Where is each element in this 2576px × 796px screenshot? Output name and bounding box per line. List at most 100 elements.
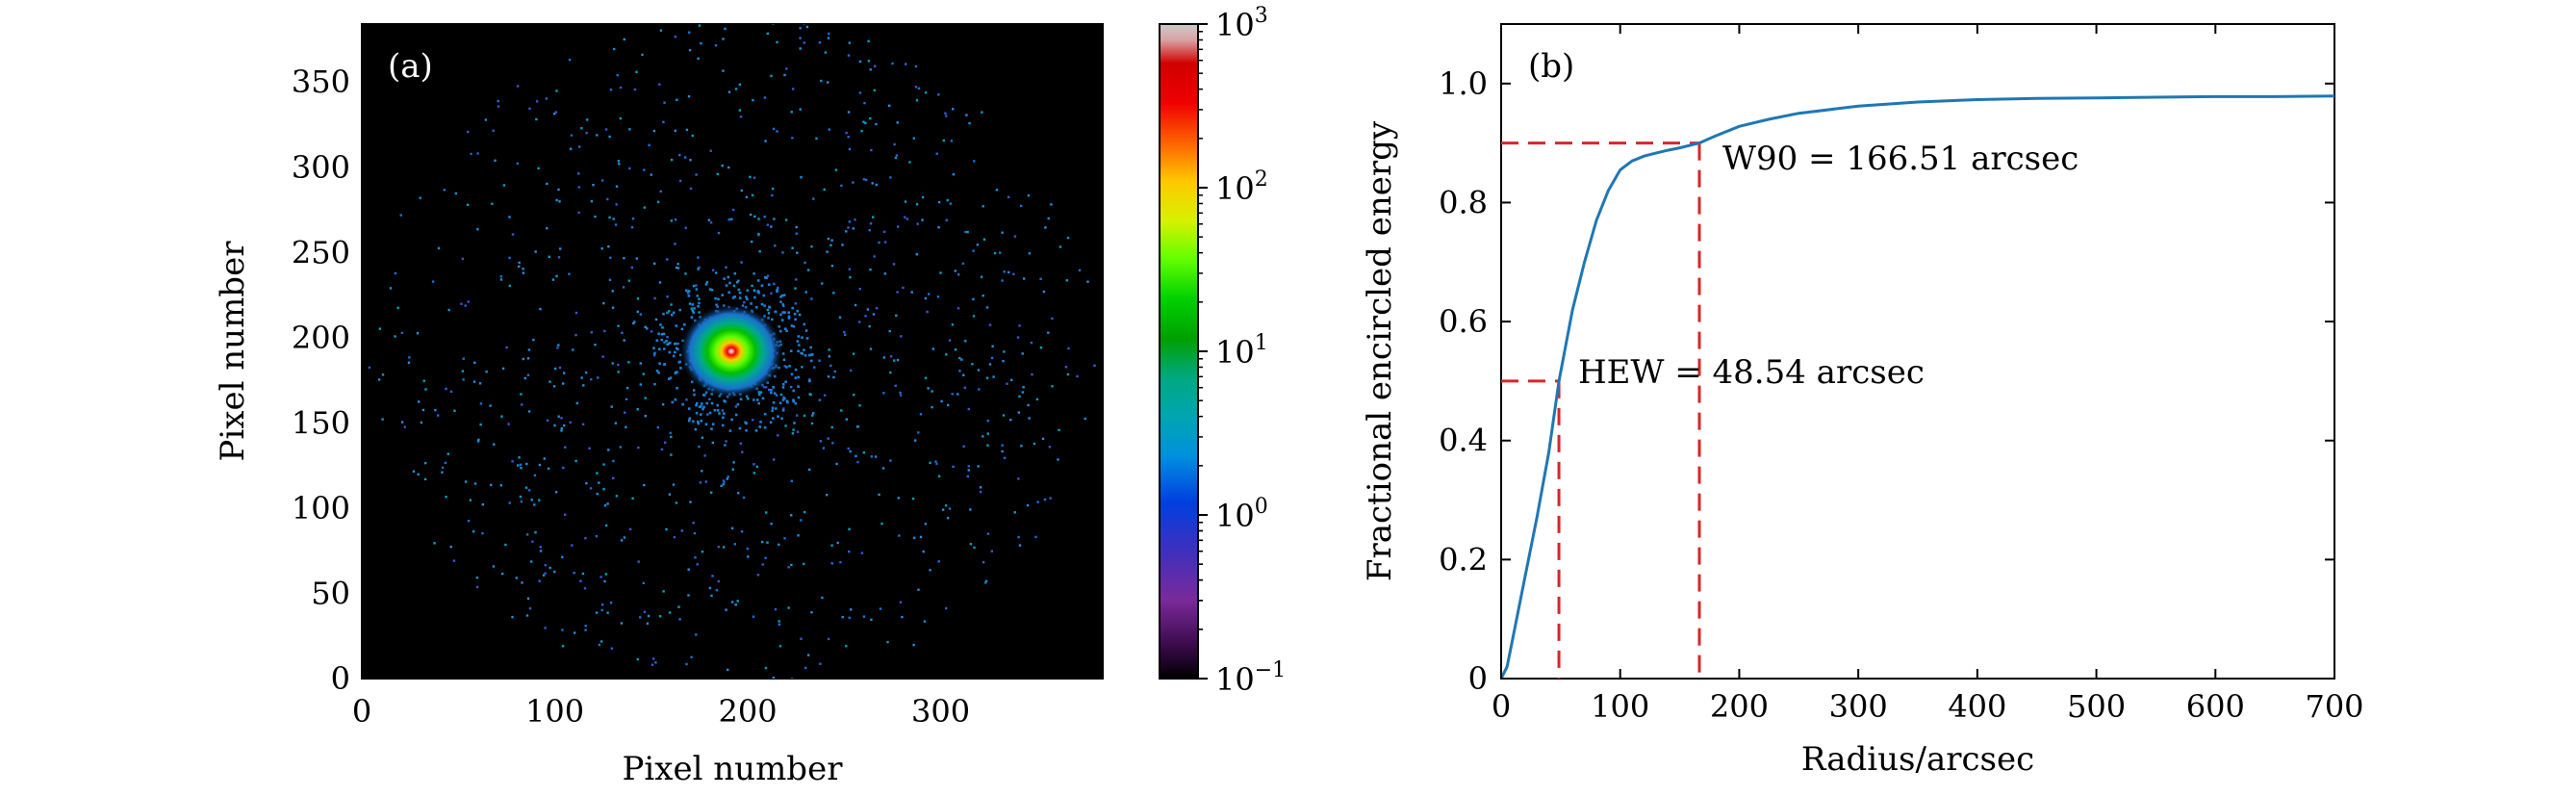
noise-pixel bbox=[986, 432, 989, 435]
noise-pixel bbox=[724, 444, 727, 447]
noise-pixel bbox=[499, 275, 502, 278]
noise-pixel bbox=[845, 230, 848, 233]
noise-pixel bbox=[548, 380, 551, 383]
noise-pixel bbox=[701, 436, 704, 439]
noise-pixel bbox=[476, 152, 479, 155]
noise-pixel bbox=[776, 40, 778, 43]
noise-pixel bbox=[801, 366, 803, 369]
noise-pixel bbox=[535, 117, 538, 121]
noise-pixel bbox=[738, 296, 742, 299]
noise-pixel bbox=[644, 415, 647, 418]
noise-pixel bbox=[945, 606, 948, 610]
noise-pixel bbox=[736, 281, 739, 284]
noise-pixel bbox=[828, 355, 830, 358]
noise-pixel bbox=[615, 495, 619, 498]
noise-pixel bbox=[944, 112, 947, 115]
noise-pixel bbox=[554, 491, 558, 494]
noise-pixel bbox=[522, 357, 524, 361]
noise-pixel bbox=[657, 371, 660, 374]
noise-pixel bbox=[751, 193, 754, 197]
noise-pixel bbox=[865, 178, 868, 182]
noise-pixel bbox=[804, 329, 808, 332]
noise-pixel bbox=[791, 88, 795, 90]
noise-pixel bbox=[548, 255, 550, 258]
noise-pixel bbox=[844, 333, 847, 336]
noise-pixel bbox=[445, 496, 447, 499]
noise-pixel bbox=[781, 311, 785, 314]
noise-pixel bbox=[762, 294, 766, 297]
noise-pixel bbox=[758, 393, 761, 397]
noise-pixel bbox=[896, 291, 899, 294]
noise-pixel bbox=[870, 618, 873, 621]
noise-pixel bbox=[751, 284, 753, 288]
noise-pixel bbox=[725, 608, 727, 611]
noise-pixel bbox=[494, 159, 497, 162]
noise-pixel bbox=[777, 286, 779, 290]
noise-pixel bbox=[611, 362, 614, 365]
noise-pixel bbox=[741, 450, 744, 453]
noise-pixel bbox=[656, 425, 659, 429]
noise-pixel bbox=[580, 127, 583, 130]
noise-pixel bbox=[871, 182, 874, 185]
noise-pixel bbox=[1021, 391, 1025, 394]
noise-pixel bbox=[696, 295, 699, 297]
noise-pixel bbox=[774, 244, 777, 247]
noise-pixel bbox=[672, 311, 676, 315]
noise-pixel bbox=[804, 666, 807, 670]
noise-pixel bbox=[733, 295, 736, 298]
noise-pixel bbox=[772, 386, 776, 389]
noise-pixel bbox=[556, 347, 559, 349]
noise-pixel bbox=[400, 331, 404, 334]
noise-pixel bbox=[560, 429, 563, 432]
noise-pixel bbox=[644, 397, 647, 399]
noise-pixel bbox=[1017, 411, 1020, 414]
noise-pixel bbox=[845, 418, 848, 421]
noise-pixel bbox=[721, 165, 724, 167]
noise-pixel bbox=[611, 306, 615, 309]
noise-pixel bbox=[904, 216, 906, 218]
noise-pixel bbox=[991, 345, 994, 347]
noise-pixel bbox=[831, 442, 834, 445]
noise-pixel bbox=[612, 476, 615, 479]
noise-pixel bbox=[884, 241, 887, 244]
noise-pixel bbox=[805, 337, 809, 340]
noise-pixel bbox=[636, 408, 639, 411]
noise-pixel bbox=[972, 315, 976, 318]
noise-pixel bbox=[803, 414, 806, 418]
panel-b-x-ticks: 0 100 200 300 400 500 600 700 bbox=[1492, 24, 2364, 725]
noise-pixel bbox=[670, 158, 674, 162]
noise-pixel bbox=[694, 427, 697, 431]
noise-pixel bbox=[417, 473, 420, 475]
noise-pixel bbox=[696, 563, 699, 566]
noise-pixel bbox=[675, 342, 677, 346]
noise-pixel bbox=[734, 88, 738, 90]
noise-pixel bbox=[927, 387, 930, 390]
noise-pixel bbox=[937, 226, 940, 229]
noise-pixel bbox=[799, 37, 802, 39]
noise-pixel bbox=[725, 440, 727, 443]
noise-pixel bbox=[467, 130, 470, 134]
noise-pixel bbox=[782, 304, 785, 307]
noise-pixel bbox=[896, 121, 899, 124]
noise-pixel bbox=[1058, 245, 1062, 248]
noise-pixel bbox=[777, 434, 779, 437]
noise-pixel bbox=[1039, 347, 1043, 349]
noise-pixel bbox=[561, 645, 565, 648]
noise-pixel bbox=[826, 494, 829, 497]
noise-pixel bbox=[585, 481, 588, 485]
noise-pixel bbox=[827, 81, 829, 84]
noise-pixel bbox=[528, 607, 532, 610]
noise-pixel bbox=[745, 429, 748, 432]
noise-pixel bbox=[797, 534, 800, 537]
noise-pixel bbox=[628, 167, 631, 170]
noise-pixel bbox=[1086, 280, 1089, 283]
noise-pixel bbox=[650, 663, 654, 666]
noise-pixel bbox=[618, 163, 621, 166]
noise-pixel bbox=[821, 596, 824, 600]
noise-pixel bbox=[727, 166, 730, 169]
noise-pixel bbox=[639, 616, 642, 619]
noise-pixel bbox=[377, 378, 381, 381]
noise-pixel bbox=[446, 452, 449, 455]
noise-pixel bbox=[657, 332, 660, 336]
noise-pixel bbox=[539, 546, 542, 549]
